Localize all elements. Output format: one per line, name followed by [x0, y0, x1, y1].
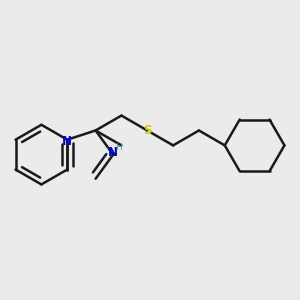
Text: N: N — [62, 135, 72, 148]
Text: H: H — [116, 143, 122, 152]
Text: S: S — [143, 124, 152, 137]
Text: N: N — [108, 146, 118, 159]
